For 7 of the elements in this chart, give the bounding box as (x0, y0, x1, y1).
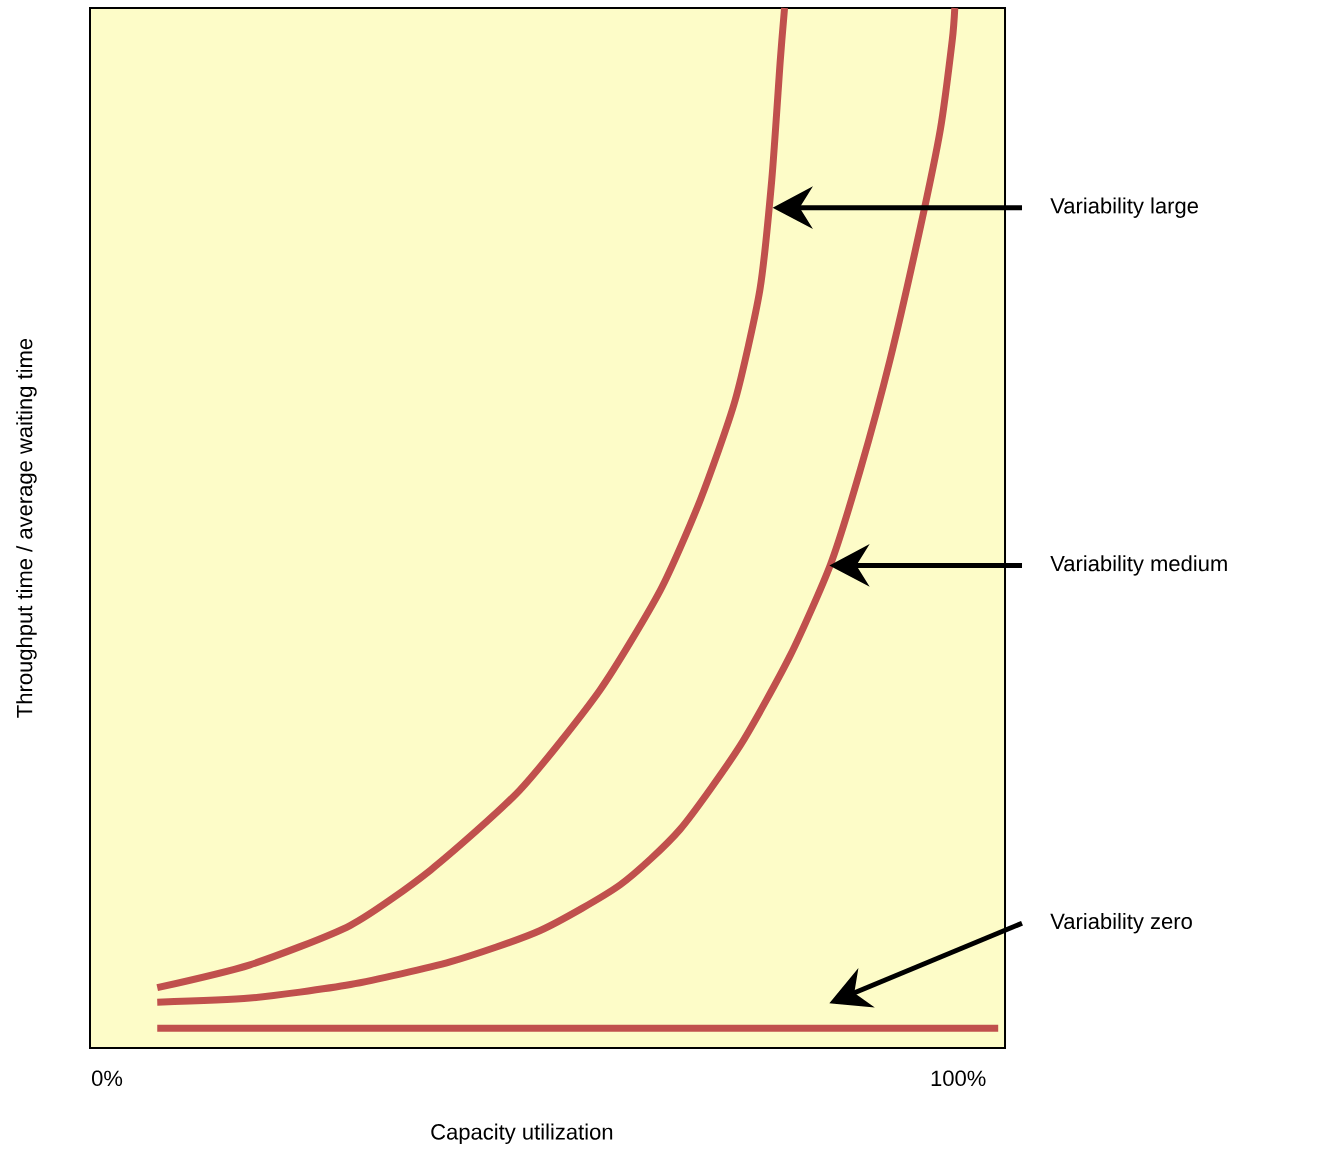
y-axis-title: Throughput time / average waiting time (16, 338, 37, 718)
x-axis-title: Capacity utilization (431, 1123, 613, 1145)
text: Variability medium (1050, 555, 1227, 576)
text: Variability large (1050, 197, 1198, 218)
x-tick-label: 0% (91, 1070, 123, 1087)
x-tick-label: 100% (931, 1070, 986, 1087)
text: Variability zero (1050, 912, 1192, 934)
